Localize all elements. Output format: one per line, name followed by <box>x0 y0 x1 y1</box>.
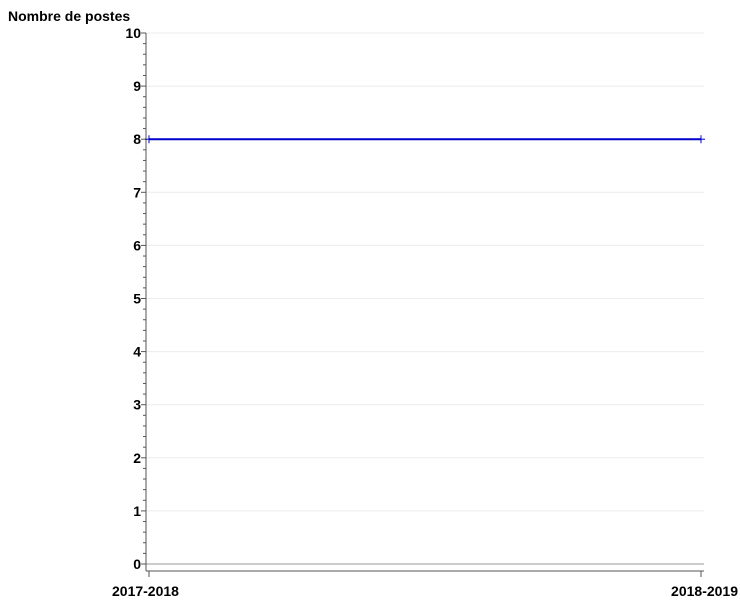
x-tick-label: 2017-2018 <box>112 583 179 599</box>
gridlines <box>146 32 704 565</box>
y-axis-title: Nombre de postes <box>8 8 130 24</box>
x-tick-label: 2018-2019 <box>671 583 738 599</box>
axes <box>145 33 704 572</box>
y-tick-label: 1 <box>133 503 141 519</box>
y-tick-label: 8 <box>133 131 141 147</box>
y-tick-label: 3 <box>133 397 141 413</box>
data-point-marker <box>697 135 705 144</box>
y-tick-label: 10 <box>125 25 141 41</box>
y-axis-ticks: 0 1 2 3 4 5 6 7 8 9 10 <box>125 25 146 572</box>
y-tick-label: 4 <box>133 344 141 360</box>
y-tick-label: 6 <box>133 237 141 253</box>
data-point-marker <box>145 135 153 144</box>
x-axis-ticks: 2017-2018 2018-2019 <box>112 571 738 599</box>
y-tick-label: 5 <box>133 291 141 307</box>
y-tick-label: 0 <box>133 556 141 572</box>
series-group <box>145 135 705 144</box>
y-tick-label: 2 <box>133 450 141 466</box>
y-tick-label: 9 <box>133 78 141 94</box>
y-tick-label: 7 <box>133 184 141 200</box>
